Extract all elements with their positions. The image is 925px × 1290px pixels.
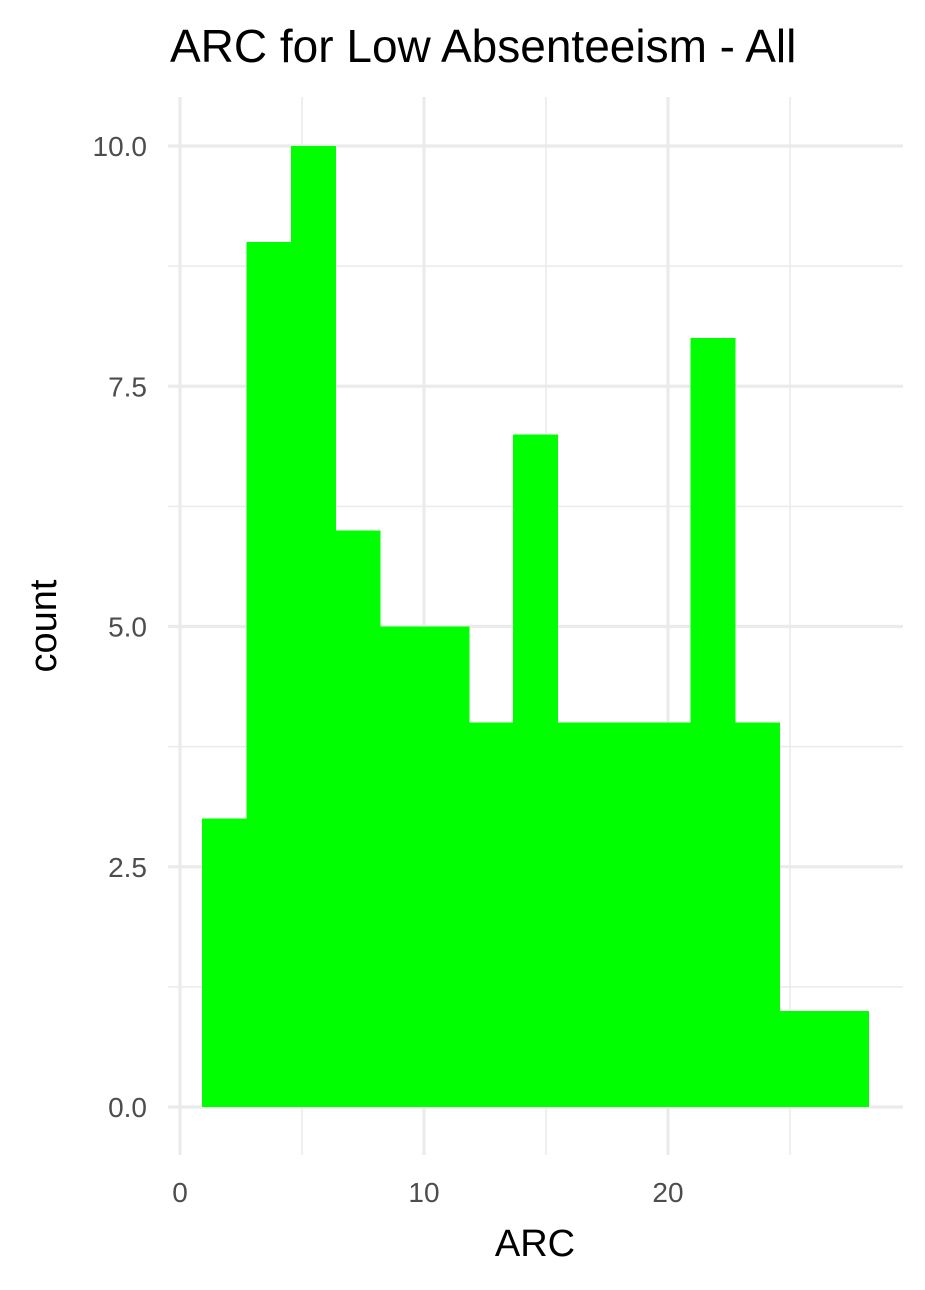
y-tick-label: 7.5 [108, 371, 147, 402]
y-tick-label: 10.0 [93, 131, 148, 162]
x-tick-label: 10 [408, 1177, 439, 1208]
y-axis-title: count [23, 579, 65, 672]
y-tick-label: 2.5 [108, 852, 147, 883]
x-tick-label: 20 [652, 1177, 683, 1208]
y-tick-label: 0.0 [108, 1092, 147, 1123]
histogram-bar-10 [601, 722, 647, 1107]
histogram-bar-1 [202, 818, 248, 1107]
x-axis-tick-labels: 0 10 20 [172, 1177, 683, 1208]
histogram-bar-2 [246, 242, 292, 1108]
histogram-bar-5 [379, 626, 425, 1107]
histogram-bar-11 [646, 722, 692, 1107]
y-axis-tick-labels: 0.0 2.5 5.0 7.5 10.0 [93, 131, 148, 1123]
x-tick-label: 0 [172, 1177, 188, 1208]
histogram-bar-15 [823, 1010, 869, 1107]
histogram-bar-9 [557, 722, 603, 1107]
histogram-bar-14 [779, 1010, 825, 1107]
y-tick-label: 5.0 [108, 612, 147, 643]
histogram-bar-3 [291, 146, 337, 1107]
histogram-bars [202, 146, 869, 1108]
histogram-bar-8 [513, 434, 559, 1107]
histogram-bar-4 [335, 530, 381, 1107]
chart-title: ARC for Low Absenteeism - All [170, 20, 796, 72]
histogram-bar-12 [690, 338, 736, 1107]
histogram-bar-7 [468, 722, 514, 1107]
histogram-bar-6 [424, 626, 470, 1107]
x-axis-title: ARC [495, 1223, 575, 1265]
histogram-bar-13 [735, 722, 781, 1107]
